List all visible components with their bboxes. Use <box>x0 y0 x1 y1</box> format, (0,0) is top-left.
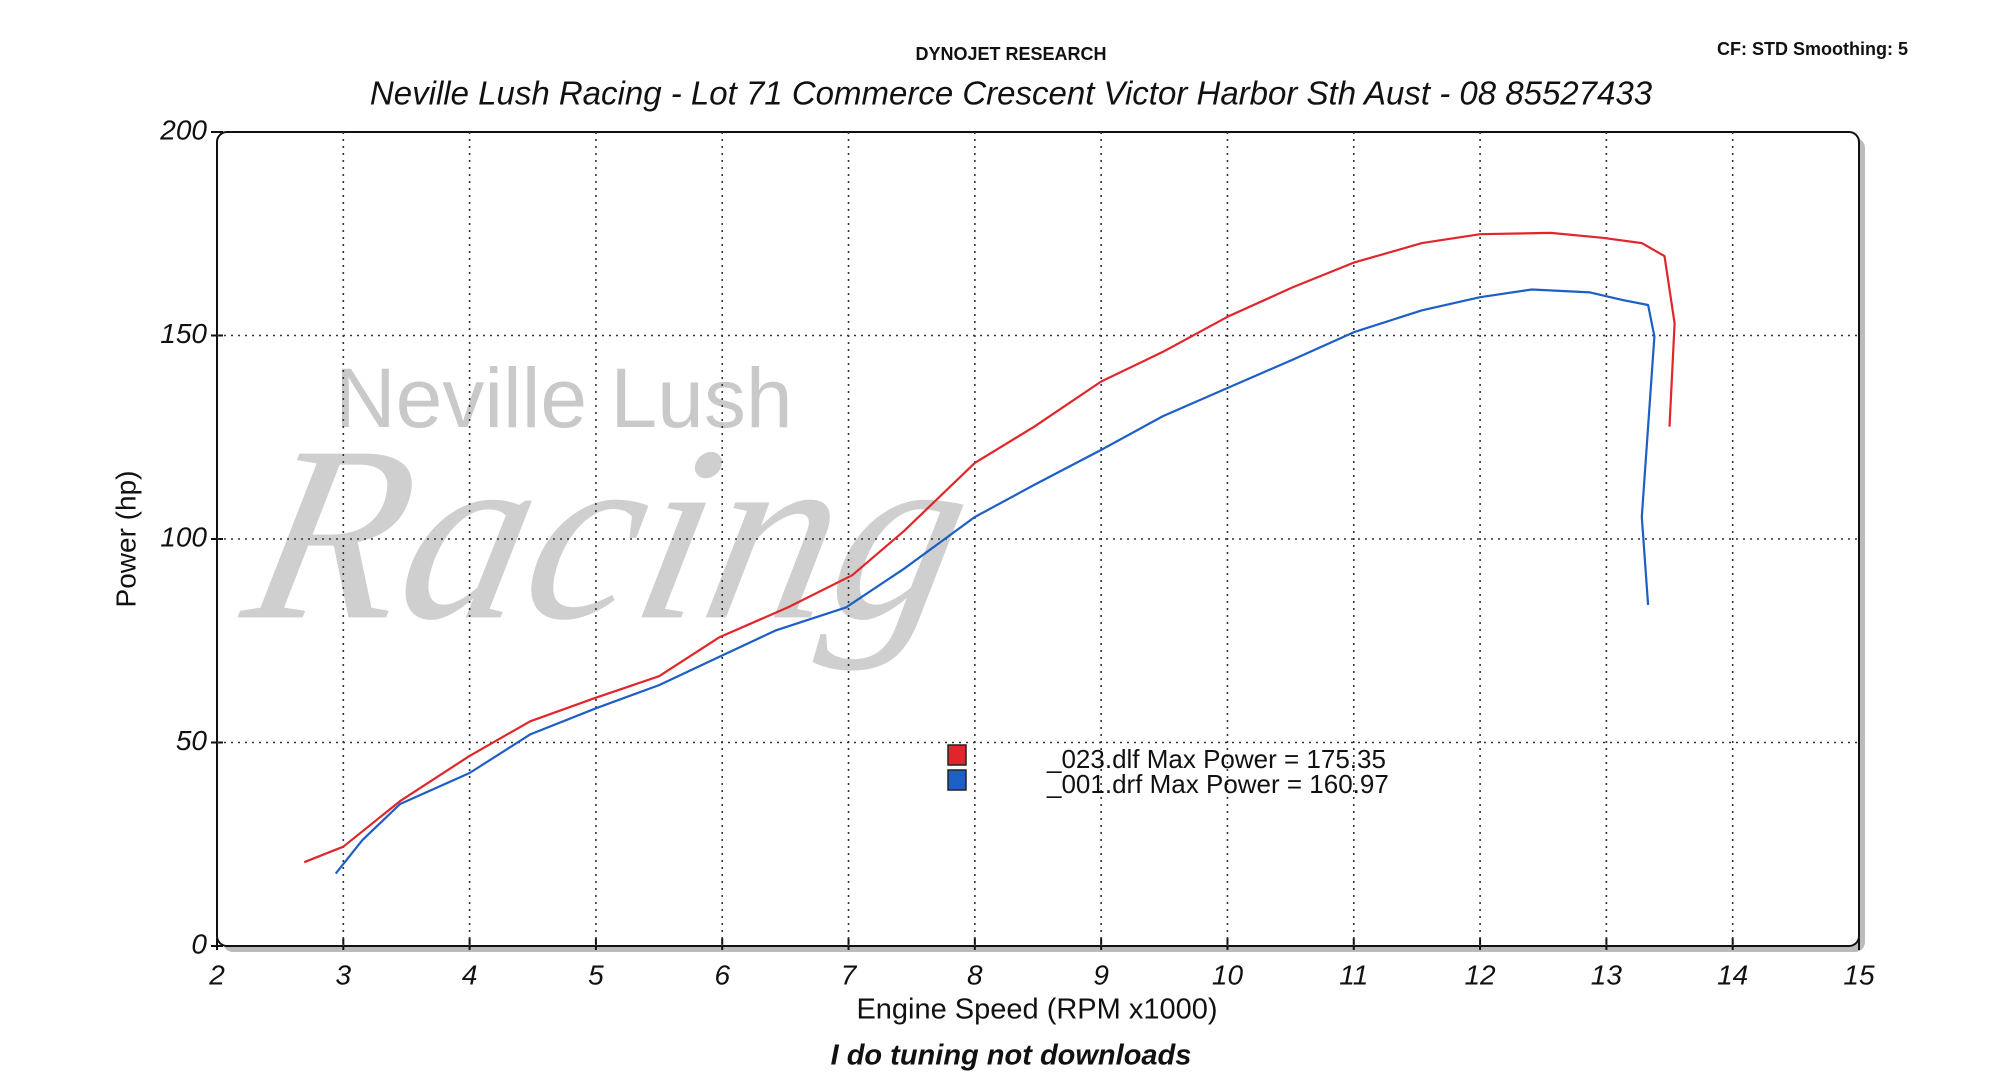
x-tick-label: 12 <box>1464 959 1496 990</box>
x-tick-label: 3 <box>336 959 352 990</box>
series-line <box>334 288 1656 875</box>
plot: 0 50 100 150 200 2 3 4 5 6 7 8 9 10 11 12 13 14 15 _023.dlf… <box>159 114 1875 990</box>
series-line <box>303 231 1676 864</box>
footer: I do tuning not downloads <box>831 1040 1192 1072</box>
legend-label: _001.drf Max Power = 160.97 <box>1046 769 1389 799</box>
x-tick-label: 7 <box>841 959 858 990</box>
legend-label: _023.dlf Max Power = 175.35 <box>1046 744 1386 774</box>
legend-swatch <box>947 769 967 791</box>
x-tick-label: 10 <box>1212 959 1244 990</box>
y-tick-label: 200 <box>159 114 207 145</box>
x-tick-label: 4 <box>462 959 478 990</box>
x-tick-label: 8 <box>967 959 983 990</box>
watermark-text: Neville Lush <box>335 351 793 445</box>
x-tick-label: 5 <box>588 959 604 990</box>
y-axis-label: Power (hp) <box>110 471 141 608</box>
y-tick-label: 0 <box>191 928 207 959</box>
x-tick-label: 11 <box>1339 959 1368 990</box>
settings-label: CF: STD Smoothing: 5 <box>1717 39 1908 59</box>
header: DYNOJET RESEARCH <box>915 44 1106 64</box>
x-tick-label: 13 <box>1591 959 1623 990</box>
x-tick-label: 9 <box>1093 959 1109 990</box>
legend-swatch <box>947 744 967 766</box>
x-tick-label: 2 <box>208 959 225 990</box>
y-tick-label: 50 <box>176 725 208 756</box>
x-tick-label: 14 <box>1717 959 1748 990</box>
x-tick-label: 15 <box>1843 959 1875 990</box>
y-tick-label: 100 <box>160 521 207 552</box>
y-tick-label: 150 <box>160 318 207 349</box>
watermark-text: Racing <box>225 395 994 672</box>
x-axis-label: Engine Speed (RPM x1000) <box>856 994 1217 1026</box>
x-tick-label: 6 <box>714 959 730 990</box>
chart-title: Neville Lush Racing - Lot 71 Commerce Cr… <box>370 75 1653 112</box>
